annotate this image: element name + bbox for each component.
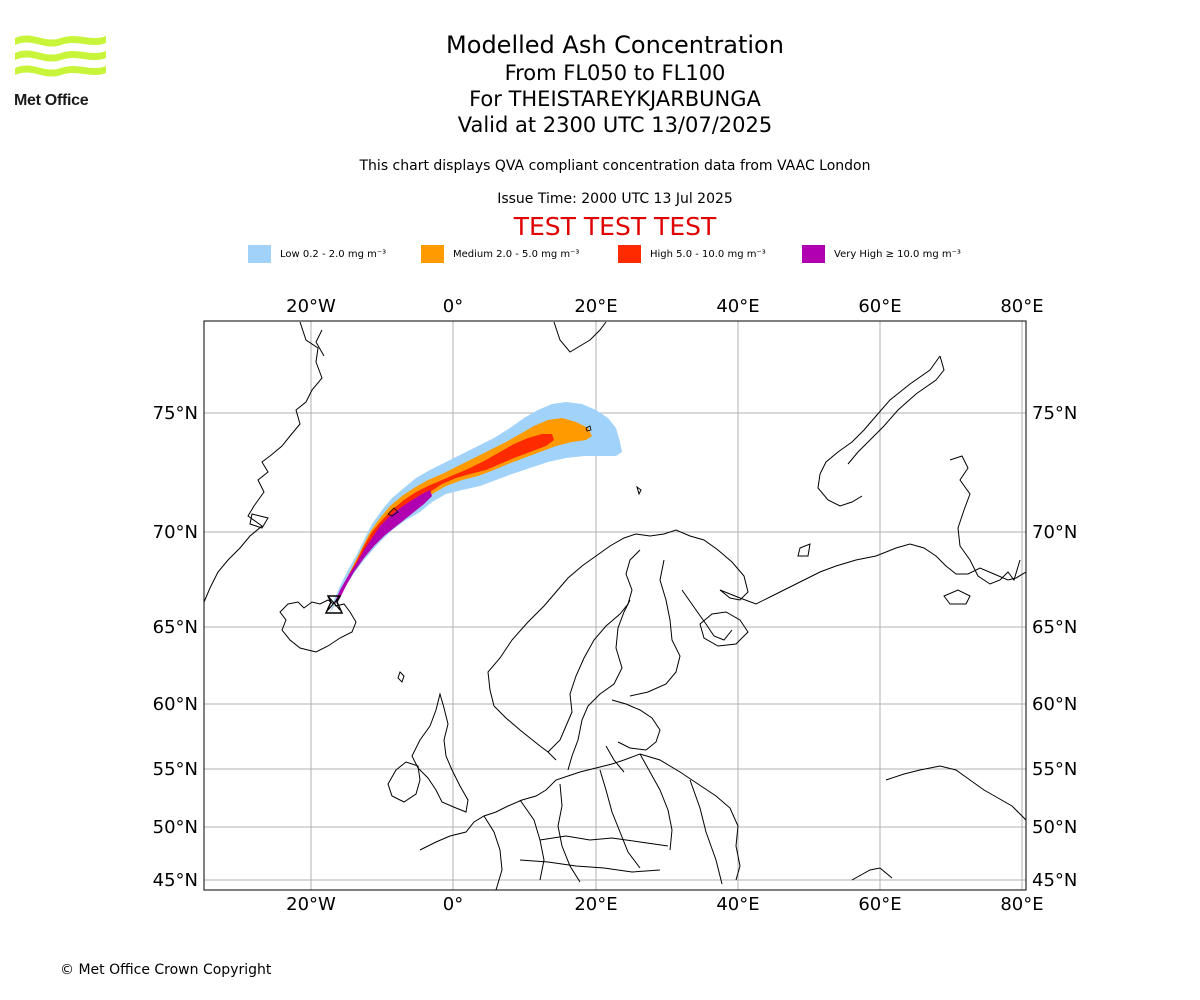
lon-labels-bottom: 20°W 0° 20°E 40°E 60°E 80°E [286,894,1043,915]
ash-plume [330,402,622,612]
legend-label-low: Low 0.2 - 2.0 mg m⁻³ [280,248,387,260]
lat-label-right-50n: 50°N [1032,817,1077,838]
legend-item-medium: Medium 2.0 - 5.0 mg m⁻³ [421,244,579,264]
lat-label-left-60n: 60°N [153,694,198,715]
lat-label-right-70n: 70°N [1032,522,1077,543]
ash-contour-outline-2 [585,425,592,432]
lon-label-bottom-20w: 20°W [286,894,336,915]
map-content [204,321,1026,890]
logo-text: Met Office [14,92,89,109]
flight-level-range: From FL050 to FL100 [504,61,726,85]
lat-label-left-50n: 50°N [153,817,198,838]
lon-label-top-60e: 60°E [858,296,901,317]
lat-labels-right: 75°N 70°N 65°N 60°N 55°N 50°N 45°N [1032,403,1077,891]
lat-labels-left: 75°N 70°N 65°N 60°N 55°N 50°N 45°N [153,403,198,891]
lat-label-left-75n: 75°N [153,403,198,424]
chart-subtitle: This chart displays QVA compliant concen… [359,158,871,174]
legend-swatch-very-high [802,245,825,263]
lon-label-top-80e: 80°E [1000,296,1043,317]
legend-label-medium: Medium 2.0 - 5.0 mg m⁻³ [453,248,580,260]
legend-item-very-high: Very High ≥ 10.0 mg m⁻³ [802,244,961,264]
valid-time: Valid at 2300 UTC 13/07/2025 [457,113,773,137]
lon-label-bottom-20e: 20°E [574,894,617,915]
lat-label-right-45n: 45°N [1032,870,1077,891]
lat-label-left-55n: 55°N [153,759,198,780]
legend-label-very-high: Very High ≥ 10.0 mg m⁻³ [834,248,961,260]
volcano-icon [324,595,344,614]
legend-item-low: Low 0.2 - 2.0 mg m⁻³ [248,244,386,264]
lon-label-bottom-80e: 80°E [1000,894,1043,915]
map-frame [203,320,1027,891]
lon-label-top-20e: 20°E [574,296,617,317]
lat-label-left-65n: 65°N [153,617,198,638]
issue-time: Issue Time: 2000 UTC 13 Jul 2025 [497,191,733,207]
legend-label-high: High 5.0 - 10.0 mg m⁻³ [650,248,766,260]
legend-swatch-high [618,245,641,263]
lon-label-top-0: 0° [443,296,463,317]
legend-swatch-medium [421,245,444,263]
lon-labels-top: 20°W 0° 20°E 40°E 60°E 80°E [286,296,1043,317]
met-office-logo: Met Office [14,30,109,112]
lon-label-top-40e: 40°E [716,296,759,317]
copyright-notice: © Met Office Crown Copyright [60,962,272,978]
lat-label-right-75n: 75°N [1032,403,1077,424]
lat-label-right-55n: 55°N [1032,759,1077,780]
lat-label-left-70n: 70°N [153,522,198,543]
test-banner: TEST TEST TEST [513,212,717,241]
ash-high [334,434,554,606]
ash-low [330,402,622,612]
legend-swatch-low [248,245,271,263]
ash-contour-outline [387,507,399,517]
lon-label-top-20w: 20°W [286,296,336,317]
chart-title: Modelled Ash Concentration [446,31,784,59]
chart-title-block: Modelled Ash Concentration From FL050 to… [300,30,930,138]
lon-label-bottom-40e: 40°E [716,894,759,915]
coastlines [204,321,1026,890]
met-office-waves-icon [15,35,106,77]
legend-item-high: High 5.0 - 10.0 mg m⁻³ [618,244,766,264]
lat-label-left-45n: 45°N [153,870,198,891]
lat-label-right-65n: 65°N [1032,617,1077,638]
lon-label-bottom-60e: 60°E [858,894,901,915]
gridlines [204,321,1026,890]
legend: Low 0.2 - 2.0 mg m⁻³ Medium 2.0 - 5.0 mg… [0,244,1200,264]
lat-label-right-60n: 60°N [1032,694,1077,715]
volcano-name: For THEISTAREYKJARBUNGA [469,87,761,111]
lon-label-bottom-0: 0° [443,894,463,915]
ash-medium [332,418,592,610]
ash-very-high [334,490,432,604]
